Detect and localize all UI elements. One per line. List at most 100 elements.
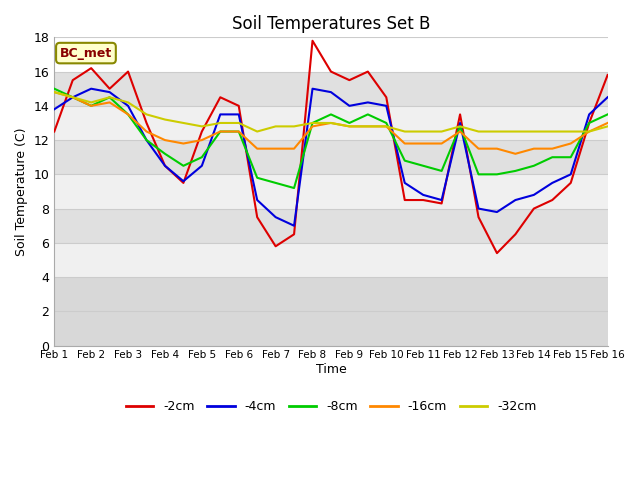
-2cm (604, 72, 611, 78)
-8cm (308, 120, 316, 126)
-8cm (530, 163, 538, 168)
-32cm (438, 129, 445, 134)
-8cm (419, 163, 427, 168)
-4cm (419, 192, 427, 198)
-32cm (346, 123, 353, 129)
-4cm (216, 111, 224, 117)
-16cm (51, 89, 58, 95)
-2cm (383, 95, 390, 100)
-4cm (51, 107, 58, 112)
-16cm (364, 123, 372, 129)
Legend: -2cm, -4cm, -8cm, -16cm, -32cm: -2cm, -4cm, -8cm, -16cm, -32cm (120, 395, 541, 418)
-32cm (364, 123, 372, 129)
-4cm (143, 137, 150, 143)
-16cm (124, 111, 132, 117)
-8cm (567, 155, 575, 160)
-8cm (493, 171, 500, 177)
-4cm (456, 120, 464, 126)
Bar (54, 37, 607, 72)
-32cm (290, 123, 298, 129)
-32cm (548, 129, 556, 134)
-8cm (272, 180, 280, 186)
-8cm (69, 95, 77, 100)
-8cm (475, 171, 483, 177)
-32cm (198, 123, 205, 129)
-16cm (586, 129, 593, 134)
-16cm (308, 123, 316, 129)
-8cm (438, 168, 445, 174)
-8cm (456, 123, 464, 129)
-16cm (438, 141, 445, 146)
-8cm (180, 163, 188, 168)
Line: -32cm: -32cm (54, 92, 607, 132)
-2cm (438, 201, 445, 206)
-8cm (290, 185, 298, 191)
-8cm (586, 120, 593, 126)
-4cm (364, 99, 372, 105)
-32cm (530, 129, 538, 134)
Text: BC_met: BC_met (60, 47, 112, 60)
-16cm (161, 137, 169, 143)
-2cm (493, 250, 500, 256)
-4cm (198, 163, 205, 168)
-2cm (143, 120, 150, 126)
-2cm (475, 214, 483, 220)
-16cm (604, 120, 611, 126)
-32cm (180, 120, 188, 126)
Bar (54, 140, 607, 174)
-32cm (235, 120, 243, 126)
-32cm (493, 129, 500, 134)
-32cm (124, 99, 132, 105)
-4cm (346, 103, 353, 108)
-2cm (106, 86, 113, 92)
-2cm (586, 120, 593, 126)
-8cm (235, 129, 243, 134)
-32cm (419, 129, 427, 134)
-2cm (419, 197, 427, 203)
-8cm (198, 155, 205, 160)
-4cm (586, 111, 593, 117)
-4cm (493, 209, 500, 215)
-8cm (124, 111, 132, 117)
-4cm (567, 171, 575, 177)
-8cm (401, 158, 408, 164)
-2cm (567, 180, 575, 186)
-16cm (530, 146, 538, 152)
-2cm (364, 69, 372, 74)
Y-axis label: Soil Temperature (C): Soil Temperature (C) (15, 127, 28, 256)
-2cm (124, 69, 132, 74)
-32cm (475, 129, 483, 134)
-4cm (87, 86, 95, 92)
-32cm (106, 95, 113, 100)
Bar (54, 106, 607, 140)
-16cm (419, 141, 427, 146)
-4cm (69, 95, 77, 100)
-8cm (143, 137, 150, 143)
-16cm (235, 129, 243, 134)
-2cm (308, 38, 316, 44)
-4cm (511, 197, 519, 203)
-4cm (530, 192, 538, 198)
X-axis label: Time: Time (316, 363, 346, 376)
-4cm (383, 103, 390, 108)
-16cm (180, 141, 188, 146)
-8cm (364, 111, 372, 117)
-2cm (87, 65, 95, 71)
-4cm (290, 223, 298, 228)
-32cm (272, 123, 280, 129)
-32cm (51, 89, 58, 95)
-32cm (308, 120, 316, 126)
-32cm (161, 117, 169, 122)
-16cm (253, 146, 261, 152)
-32cm (253, 129, 261, 134)
-8cm (161, 151, 169, 156)
-2cm (198, 129, 205, 134)
Bar (54, 209, 607, 243)
-32cm (604, 123, 611, 129)
Bar (54, 277, 607, 312)
-16cm (87, 103, 95, 108)
-4cm (438, 197, 445, 203)
-2cm (456, 111, 464, 117)
-2cm (253, 214, 261, 220)
-16cm (327, 120, 335, 126)
